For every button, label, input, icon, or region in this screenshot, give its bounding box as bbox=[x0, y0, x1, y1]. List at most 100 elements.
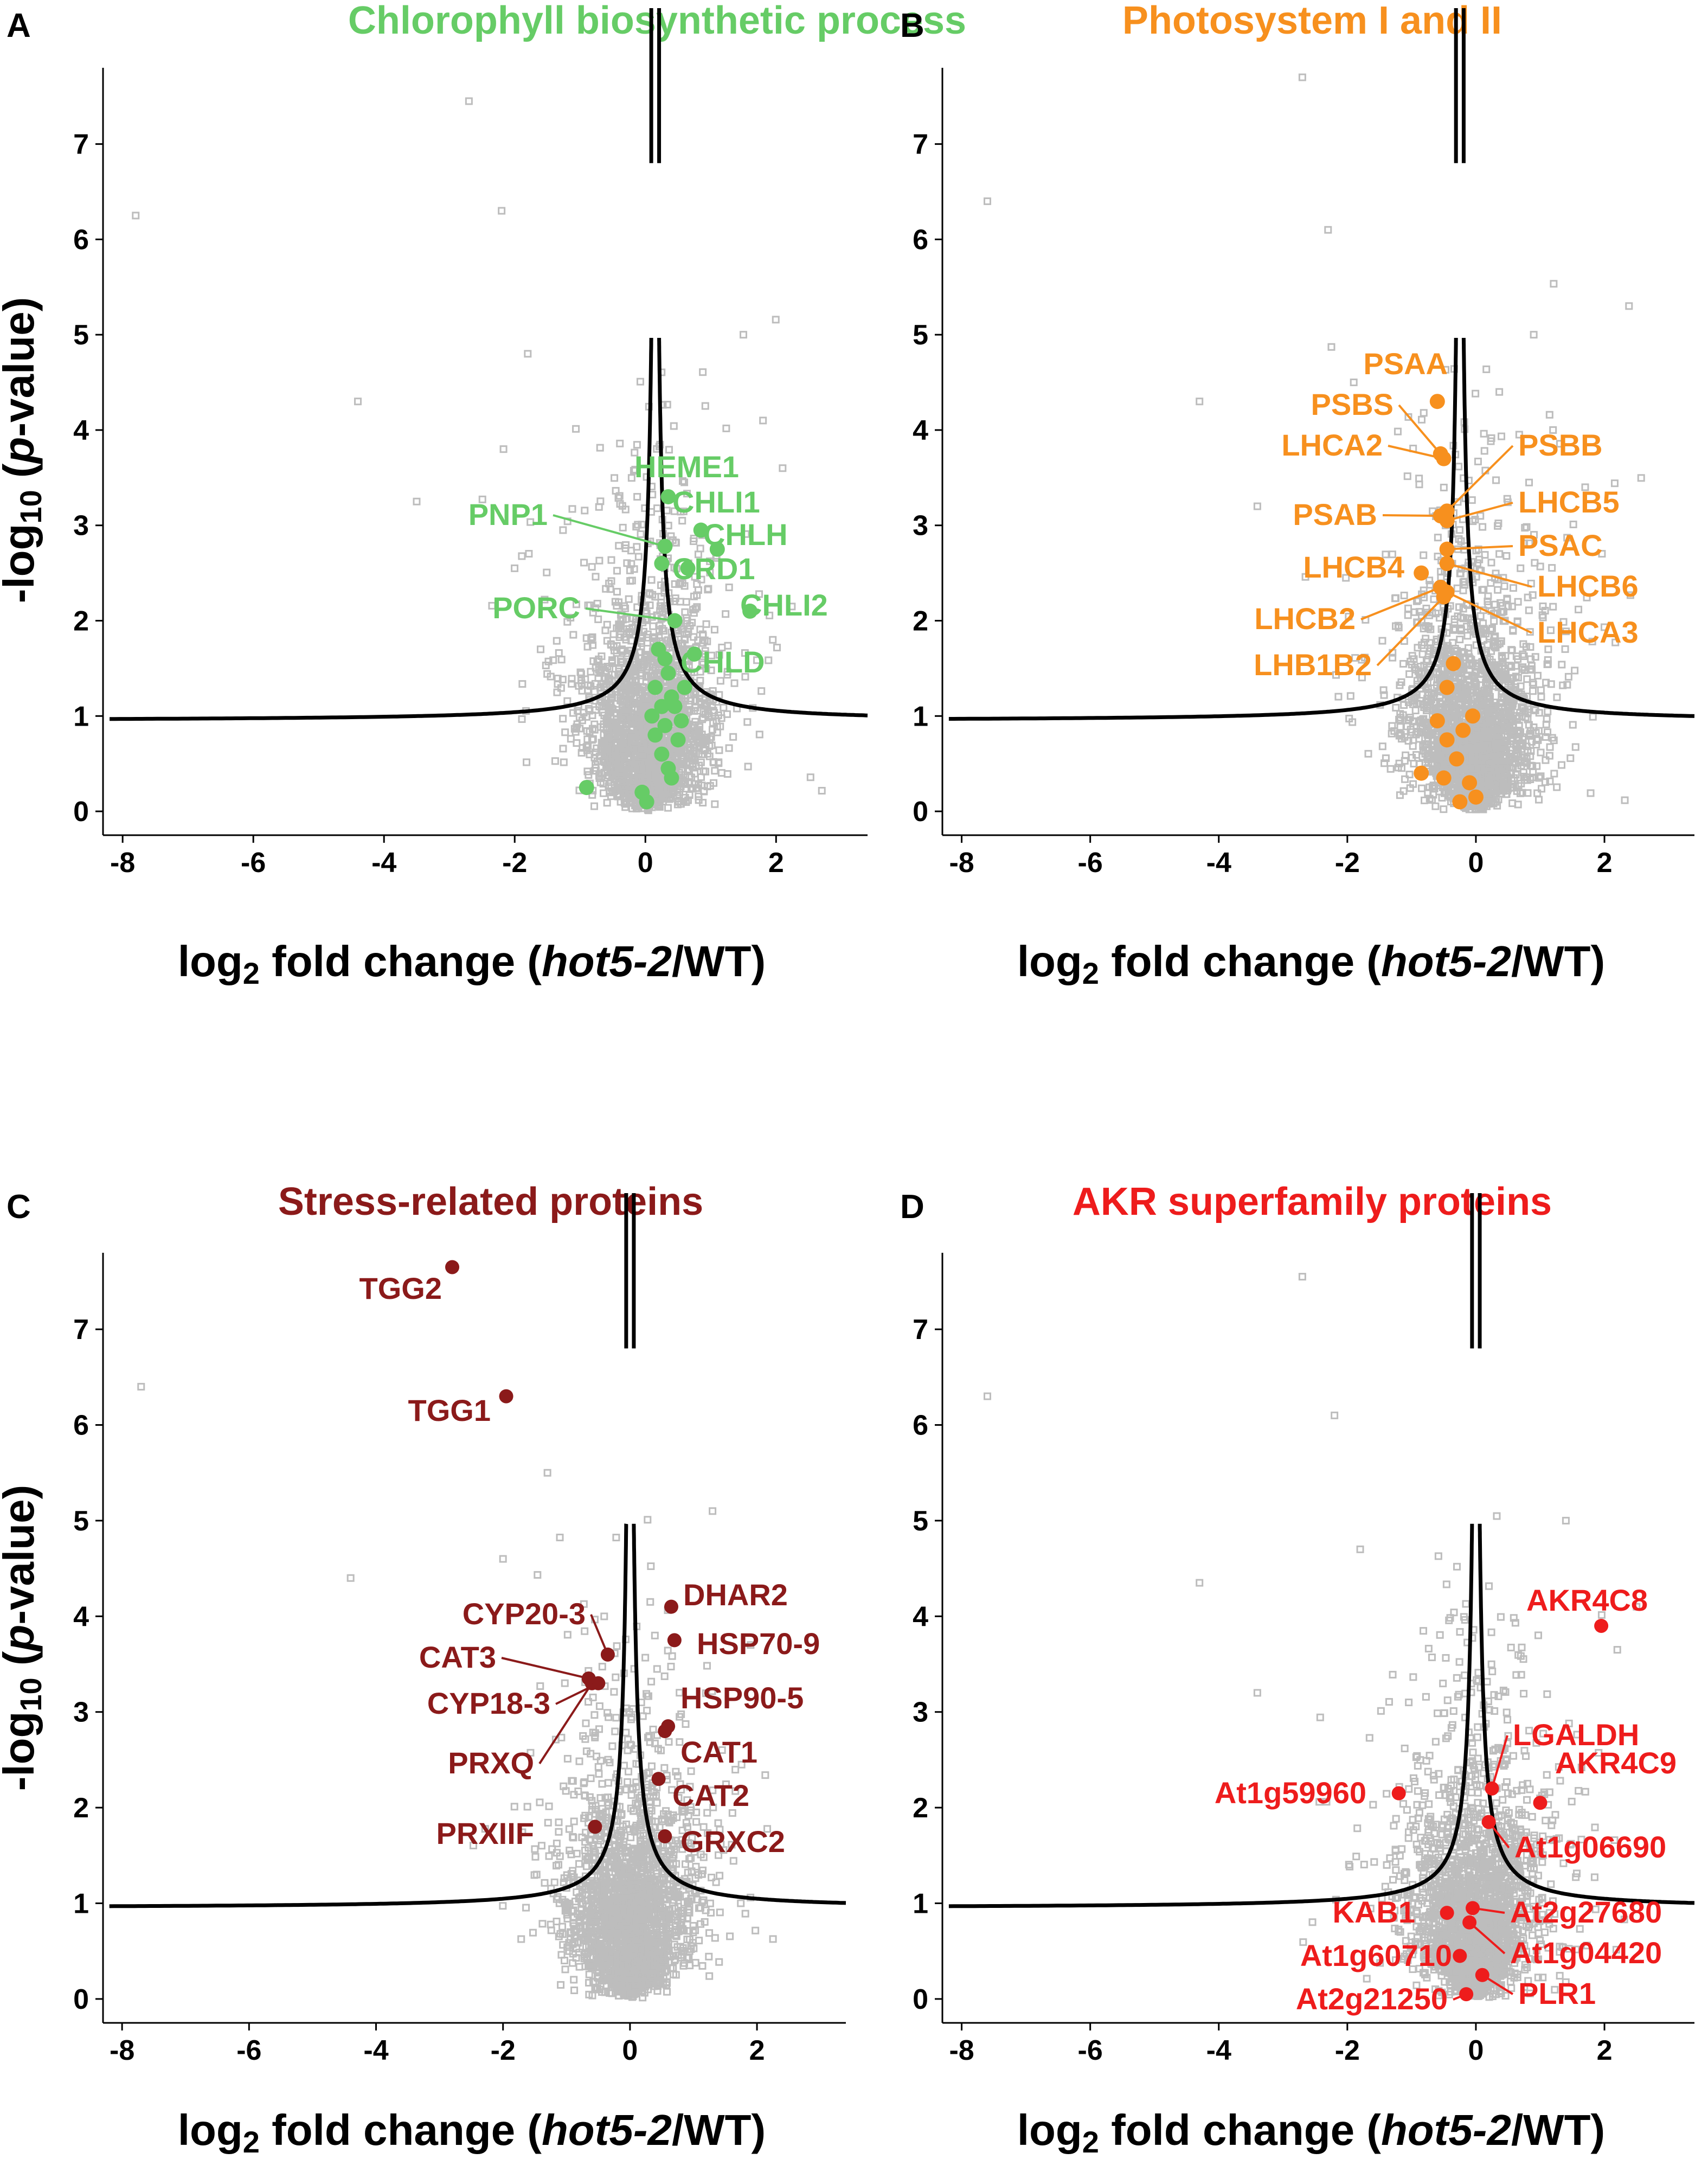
background-point bbox=[755, 590, 763, 598]
background-point bbox=[547, 672, 555, 681]
background-point bbox=[737, 1899, 745, 1907]
background-point bbox=[706, 568, 714, 576]
background-point bbox=[498, 207, 506, 215]
background-point bbox=[1253, 502, 1261, 510]
background-point bbox=[1472, 389, 1480, 398]
background-point bbox=[647, 576, 656, 584]
background-point bbox=[1530, 331, 1538, 339]
background-point bbox=[616, 439, 624, 447]
background-point bbox=[1502, 552, 1511, 560]
background-point bbox=[1420, 551, 1428, 559]
point-label: PSBB bbox=[1518, 428, 1603, 462]
background-point bbox=[1621, 796, 1629, 804]
y-tick-label: 1 bbox=[73, 701, 89, 732]
background-point bbox=[1487, 559, 1495, 567]
background-point bbox=[631, 465, 639, 473]
x-tick-label: -8 bbox=[949, 847, 974, 879]
background-point bbox=[1434, 534, 1442, 542]
background-point bbox=[699, 799, 707, 807]
background-point bbox=[711, 800, 719, 808]
background-point bbox=[818, 786, 826, 795]
axis-title-part: ( bbox=[0, 463, 43, 490]
highlight-point bbox=[673, 713, 689, 729]
background-point bbox=[660, 1764, 669, 1772]
background-point bbox=[744, 763, 752, 771]
point-label: LHB1B2 bbox=[1254, 648, 1372, 682]
background-point bbox=[806, 773, 814, 781]
background-point bbox=[559, 745, 567, 753]
background-point bbox=[580, 559, 588, 567]
background-point bbox=[766, 611, 774, 619]
y-tick-label: 3 bbox=[913, 510, 928, 542]
x-tick-label: -6 bbox=[236, 2035, 261, 2066]
x-tick-label: -4 bbox=[371, 847, 396, 879]
point-label: HEME1 bbox=[634, 450, 739, 484]
background-point bbox=[1350, 379, 1358, 387]
background-point bbox=[1324, 226, 1332, 234]
background-point bbox=[707, 667, 715, 675]
panel-letter: B bbox=[900, 7, 924, 44]
background-point bbox=[413, 497, 421, 505]
background-point bbox=[1404, 611, 1412, 619]
background-point bbox=[1431, 802, 1440, 810]
background-point bbox=[511, 564, 519, 572]
axis-title-part: fold change ( bbox=[260, 2106, 542, 2154]
highlight-point bbox=[647, 727, 663, 743]
background-point bbox=[596, 444, 604, 452]
background-point bbox=[499, 445, 508, 453]
background-point bbox=[1334, 693, 1343, 701]
background-point bbox=[551, 757, 559, 765]
y-tick-label: 2 bbox=[913, 606, 928, 637]
background-point bbox=[592, 573, 600, 581]
background-point bbox=[1575, 605, 1583, 613]
background-point bbox=[595, 1770, 603, 1778]
background-point bbox=[1571, 667, 1579, 675]
threshold-curve-left bbox=[110, 338, 653, 721]
x-tick-label: -6 bbox=[241, 847, 266, 879]
y-tick-label: 0 bbox=[73, 1984, 89, 2015]
background-point bbox=[710, 626, 718, 634]
panel-title: Photosystem I and II bbox=[1122, 0, 1502, 42]
background-point bbox=[1500, 582, 1508, 590]
background-point bbox=[606, 585, 614, 593]
background-point bbox=[595, 556, 603, 565]
x-tick-label: -8 bbox=[110, 2035, 134, 2066]
background-point bbox=[630, 565, 638, 573]
background-point bbox=[619, 523, 627, 531]
background-point bbox=[649, 622, 657, 630]
background-point bbox=[1418, 784, 1426, 792]
highlight-point bbox=[1414, 765, 1429, 781]
x-axis-title: log2 fold change (hot5-2/WT) bbox=[1017, 937, 1605, 990]
highlight-point bbox=[1429, 394, 1445, 409]
background-point bbox=[611, 474, 619, 482]
background-point bbox=[1415, 481, 1423, 489]
background-point bbox=[741, 672, 749, 681]
background-point bbox=[699, 660, 707, 668]
background-point bbox=[542, 662, 550, 670]
background-point bbox=[1196, 398, 1204, 406]
background-point bbox=[611, 598, 619, 606]
background-point bbox=[665, 446, 673, 454]
point-label: CHLD bbox=[680, 645, 765, 679]
background-point bbox=[1403, 472, 1411, 481]
background-point bbox=[663, 507, 671, 515]
background-point bbox=[1495, 388, 1504, 396]
y-tick-label: 7 bbox=[73, 1314, 89, 1346]
background-point bbox=[594, 674, 602, 682]
background-point bbox=[653, 1799, 661, 1807]
point-label: CHLI2 bbox=[740, 588, 828, 622]
highlight-point bbox=[654, 746, 670, 762]
point-label: PSAC bbox=[1518, 528, 1603, 562]
background-point bbox=[741, 649, 749, 657]
x-tick-label: 2 bbox=[1597, 847, 1613, 879]
background-point bbox=[569, 631, 577, 639]
background-point bbox=[1468, 496, 1476, 504]
background-point bbox=[636, 377, 644, 386]
background-point bbox=[581, 507, 589, 515]
background-point bbox=[628, 576, 636, 585]
background-point bbox=[593, 600, 601, 608]
background-point bbox=[609, 630, 618, 638]
background-point bbox=[759, 417, 767, 425]
panel-letter: C bbox=[7, 1188, 31, 1226]
x-tick-label: -2 bbox=[502, 847, 527, 879]
